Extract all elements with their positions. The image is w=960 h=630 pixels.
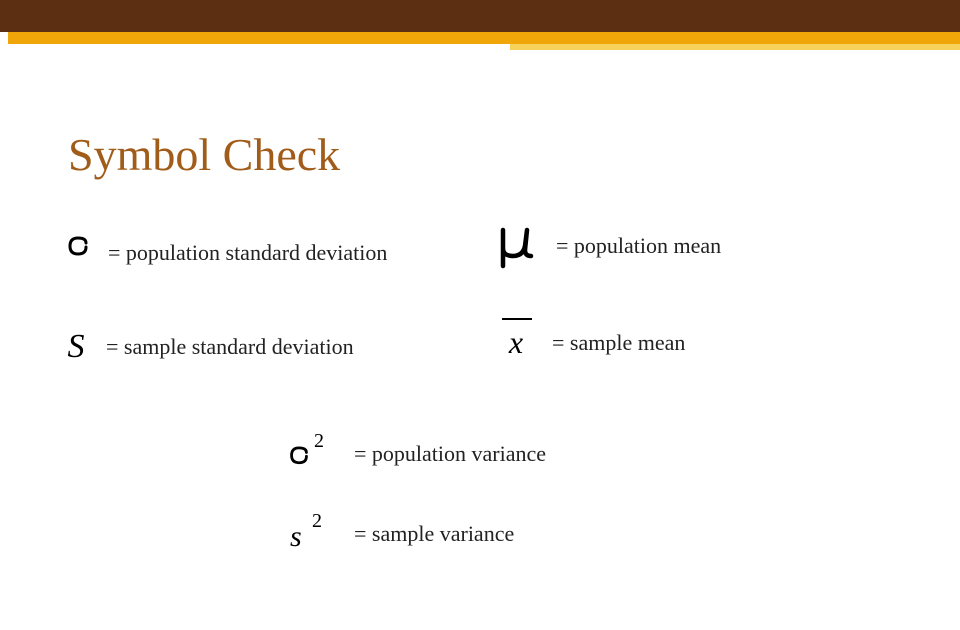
xbar-label: = sample mean [552,330,685,356]
item-sigma: = population standard deviation [58,236,387,269]
mu-icon [490,222,546,270]
mu-label: = population mean [556,233,721,259]
item-xbar: x = sample mean [490,324,685,361]
item-sigma2: 2 = population variance [280,432,546,476]
s2-label: = sample variance [354,521,514,547]
item-mu: = population mean [490,222,721,270]
page-title: Symbol Check [68,128,340,181]
sigma2-label: = population variance [354,441,546,467]
s-squared-icon: s 2 [280,514,344,554]
s-icon: S [56,328,96,366]
sigma-icon [58,236,98,269]
sigma-label: = population standard deviation [108,240,387,266]
header-band-primary [0,0,960,32]
item-s2: s 2 = sample variance [280,514,514,554]
sigma-squared-icon: 2 [280,432,344,476]
header-band-tertiary [510,44,960,50]
xbar-icon: x [490,324,542,361]
item-s: S = sample standard deviation [56,328,354,366]
header-band-secondary [8,32,960,44]
s-label: = sample standard deviation [106,334,354,360]
